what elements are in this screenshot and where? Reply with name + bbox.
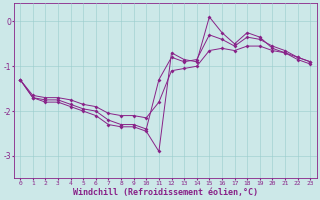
X-axis label: Windchill (Refroidissement éolien,°C): Windchill (Refroidissement éolien,°C) <box>73 188 258 197</box>
